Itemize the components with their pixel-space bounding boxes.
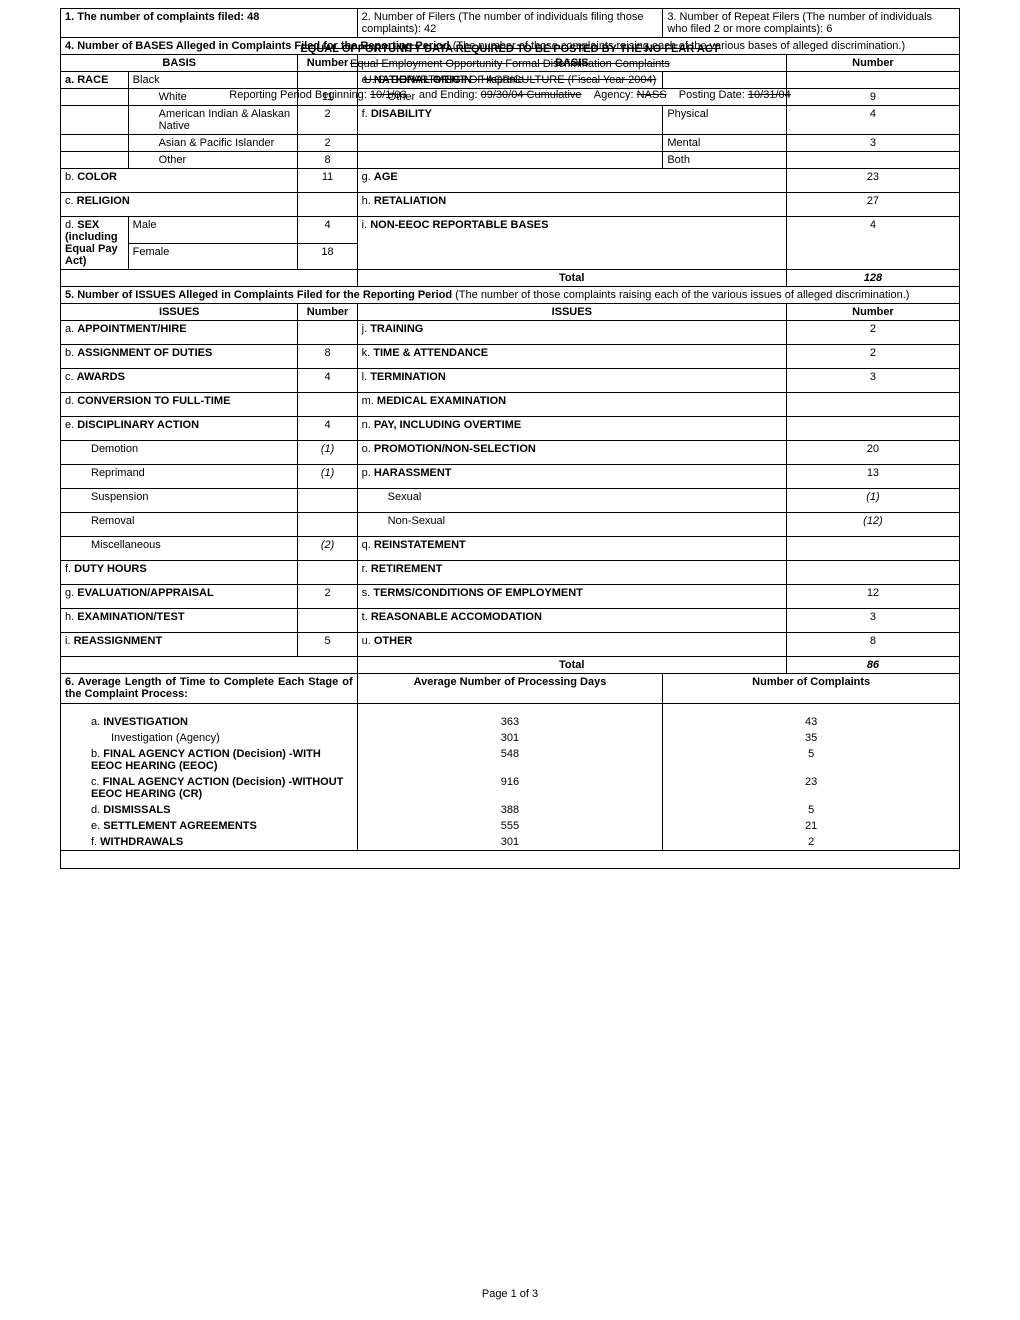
issue-right: n. PAY, INCLUDING OVERTIME [357,417,786,441]
issue-left: c. AWARDS [61,369,298,393]
sec6-h-comp: Number of Complaints [663,674,960,704]
issue-left: Suspension [61,489,298,513]
h-issues-l: ISSUES [61,304,298,321]
issue-right: o. PROMOTION/NON-SELECTION [357,441,786,465]
issue-right: q. REINSTATEMENT [357,537,786,561]
other-race: Other [128,152,298,169]
main-table: 1. The number of complaints filed: 48 2.… [60,8,960,869]
issue-left: a. APPOINTMENT/HIRE [61,321,298,345]
sec5-total-label: Total [357,657,786,674]
stage-label: a. INVESTIGATION [61,714,358,730]
asian: Asian & Pacific Islander [128,135,298,152]
other-no: Other [357,89,786,106]
h-issues-r: ISSUES [357,304,786,321]
h-basis-r: BASIS [357,55,786,72]
natorigin: e. NATIONAL ORIGIN Hispanic [357,72,663,89]
issue-right: k. TIME & ATTENDANCE [357,345,786,369]
issue-right: r. RETIREMENT [357,561,786,585]
issue-left: h. EXAMINATION/TEST [61,609,298,633]
sec4-title: 4. Number of BASES Alleged in Complaints… [61,38,960,55]
issue-right: Non-Sexual [357,513,786,537]
sec4-total-label: Total [357,270,786,287]
retaliation: h. RETALIATION [357,193,786,217]
q1: 1. The number of complaints filed: 48 [61,9,358,38]
sec5-title: 5. Number of ISSUES Alleged in Complaint… [61,287,960,304]
h-basis-l: BASIS [61,55,298,72]
issue-left: e. DISCIPLINARY ACTION [61,417,298,441]
issue-right: j. TRAINING [357,321,786,345]
issue-left: d. CONVERSION TO FULL-TIME [61,393,298,417]
noneeoc: i. NON-EEOC REPORTABLE BASES [357,217,786,270]
age: g. AGE [357,169,786,193]
sec5-total: 86 [786,657,959,674]
q2: 2. Number of Filers (The number of indiv… [357,9,663,38]
issue-right: s. TERMS/CONDITIONS OF EMPLOYMENT [357,585,786,609]
stage-label: Investigation (Agency) [61,730,358,746]
issue-left: Miscellaneous [61,537,298,561]
amind: American Indian & Alaskan Native [128,106,298,135]
h-num-r: Number [786,55,959,72]
issue-left: b. ASSIGNMENT OF DUTIES [61,345,298,369]
hispanic [663,72,787,89]
issue-left: f. DUTY HOURS [61,561,298,585]
issue-left: Demotion [61,441,298,465]
stage-label: e. SETTLEMENT AGREEMENTS [61,818,358,834]
issue-right: p. HARASSMENT [357,465,786,489]
issue-left: Reprimand [61,465,298,489]
issue-right: t. REASONABLE ACCOMODATION [357,609,786,633]
stage-label: d. DISMISSALS [61,802,358,818]
black: Black [128,72,298,89]
stage-label: b. FINAL AGENCY ACTION (Decision) -WITH … [61,746,358,774]
religion: c. RELIGION [61,193,298,217]
disability: f. DISABILITY [357,106,663,135]
white: White [128,89,298,106]
q3: 3. Number of Repeat Filers (The number o… [663,9,960,38]
color: b. COLOR [61,169,298,193]
page-footer: Page 1 of 3 [0,1288,1020,1300]
sec6-title: 6. Average Length of Time to Complete Ea… [61,674,358,704]
issue-right: u. OTHER [357,633,786,657]
issue-right: l. TERMINATION [357,369,786,393]
sex: d. SEX (including Equal Pay Act) [61,217,129,270]
h-num-l: Number [298,55,357,72]
issue-left: i. REASSIGNMENT [61,633,298,657]
race-label: RACE [77,74,108,86]
issue-right: m. MEDICAL EXAMINATION [357,393,786,417]
stage-label: c. FINAL AGENCY ACTION (Decision) -WITHO… [61,774,358,802]
sec6-h-days: Average Number of Processing Days [357,674,663,704]
stage-label: f. WITHDRAWALS [61,834,358,851]
issue-right: Sexual [357,489,786,513]
issue-left: Removal [61,513,298,537]
issue-left: g. EVALUATION/APPRAISAL [61,585,298,609]
sec4-total: 128 [786,270,959,287]
